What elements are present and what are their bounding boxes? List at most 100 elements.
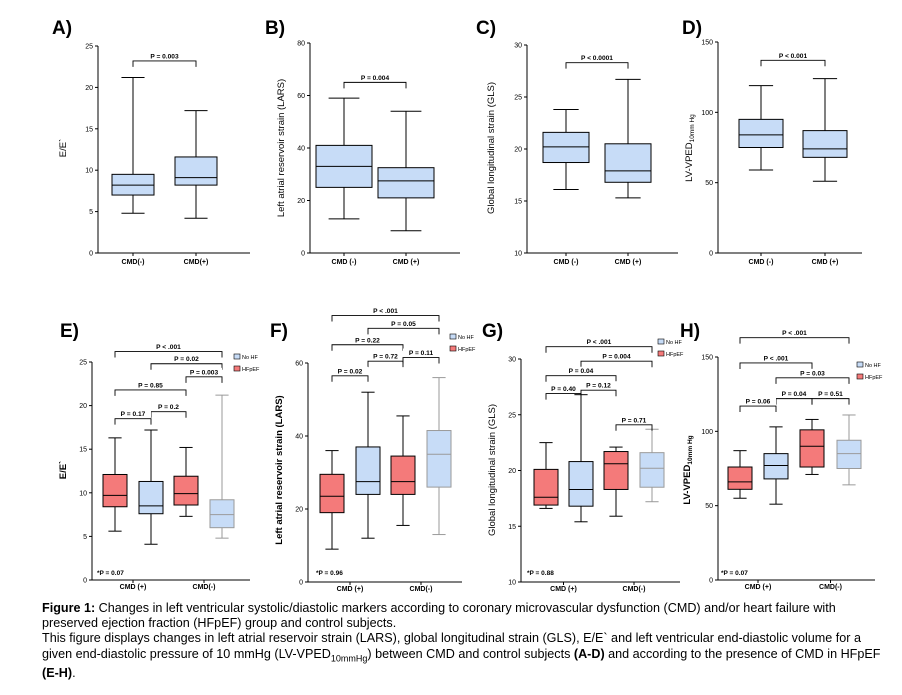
bracket-line [331, 344, 404, 351]
y-axis-label: Global longitudinal strain (GLS) [487, 404, 498, 536]
caption-bold-ad: (A-D) [573, 646, 605, 661]
legend-label-hfpef: HFpEF [458, 347, 476, 353]
bracket-line [331, 315, 440, 322]
x-group-label: CMD (+) [550, 586, 577, 593]
y-axis-label-subscript: 10mm Hg [689, 114, 696, 143]
y-tick-label: 10 [85, 168, 93, 175]
y-tick-label: 25 [79, 360, 87, 367]
y-tick-label: 80 [297, 41, 305, 48]
bracket-line [367, 327, 440, 335]
bracket-label-bg [349, 335, 386, 344]
x-group-label: CMD(-) [410, 586, 433, 593]
bracket-line [132, 60, 197, 67]
box-2 [377, 110, 435, 232]
y-tick-label: 25 [508, 412, 516, 419]
significance-bracket: P = 0.12 [580, 381, 617, 397]
y-tick-label: 50 [705, 503, 713, 510]
significance-bracket: P = 0.17 [114, 409, 152, 425]
p-value-note: *P = 0.88 [527, 570, 554, 577]
bracket-line [580, 360, 653, 368]
bracket-label: P < 0.001 [779, 53, 808, 60]
bracket-label: P = 0.05 [391, 321, 416, 328]
y-tick-label: 0 [83, 578, 87, 585]
bracket-label: P < .001 [373, 308, 398, 315]
y-tick-label: 0 [301, 251, 305, 258]
bracket-label-bg [775, 51, 811, 60]
bracket-label-bg [115, 409, 151, 418]
bracket-label: P < .001 [587, 339, 612, 346]
x-tick-label: CMD(+) [184, 259, 209, 266]
y-tick-label: 15 [514, 199, 522, 206]
box-body [319, 473, 345, 514]
bracket-label: P = 0.004 [602, 354, 631, 361]
bracket-label-bg [616, 415, 652, 424]
significance-bracket: P = 0.003 [132, 51, 197, 67]
panel-e: E) 0 5 10 15 20 25 E/E` CMD (+) CMD(-) P < .001 P =… [58, 321, 260, 591]
panel-h: H) 0 50 100 150 LV-VPED10mm Hg CMD (+) CMD(-) P … [680, 321, 883, 591]
bracket-label-bg [794, 368, 831, 377]
y-tick-label: 20 [297, 198, 305, 205]
bracket-label: P = 0.06 [746, 399, 771, 406]
y-tick-label: 15 [85, 126, 93, 133]
box-body [639, 452, 665, 488]
caption-text-2c: and according to the presence of CMD in … [604, 646, 881, 661]
bracket-label-bg [545, 384, 582, 393]
x-group-label: CMD(-) [819, 584, 842, 591]
bracket-line [739, 337, 850, 344]
legend: No HF HFpEF [657, 338, 684, 358]
bracket-label: P = 0.03 [800, 370, 825, 377]
bracket-line [580, 389, 617, 397]
y-tick-label: 0 [89, 251, 93, 258]
panel-label: C) [476, 18, 496, 39]
box-3 [173, 446, 199, 517]
significance-bracket: P = 0.22 [331, 335, 404, 351]
bracket-label-bg [357, 73, 393, 82]
x-group-label: CMD (+) [745, 584, 772, 591]
significance-bracket: P = 0.72 [367, 352, 404, 368]
box-2 [604, 78, 652, 199]
panel-label: B) [265, 18, 285, 39]
bracket-label-bg [168, 354, 205, 363]
panel-a: A) 0 5 10 15 20 25 E/E` CMD(-) CMD(+) P = 0.003 [52, 18, 250, 266]
bracket-label-bg [367, 352, 404, 361]
legend-label-hfpef: HFpEF [666, 352, 684, 358]
significance-bracket: P < .001 [545, 337, 653, 353]
bracket-label-bg [580, 381, 617, 390]
bracket-label-bg [776, 328, 813, 337]
bracket-line [185, 376, 223, 383]
bracket-label: P = 0.22 [355, 337, 380, 344]
x-group-label: CMD(-) [623, 586, 646, 593]
bracket-label: P = 0.85 [138, 382, 163, 389]
legend-swatch-nohf [233, 353, 241, 360]
box-body [738, 118, 784, 149]
bracket-line [760, 59, 826, 67]
bracket-label-bg [186, 367, 222, 376]
bracket-line [367, 360, 404, 368]
y-tick-label: 10 [79, 490, 87, 497]
bracket-line [343, 81, 407, 89]
y-tick-label: 5 [89, 209, 93, 216]
box-body [138, 480, 164, 515]
legend: No HF HFpEF [856, 361, 883, 381]
y-tick-label: 0 [709, 251, 713, 258]
y-tick-label: 60 [295, 361, 303, 368]
bracket-label-bg [146, 51, 183, 60]
caption-title: Figure 1: [42, 601, 96, 615]
box-body [173, 475, 199, 506]
y-tick-label: 20 [85, 85, 93, 92]
significance-bracket: P = 0.004 [343, 73, 407, 89]
y-tick-label: 20 [79, 403, 87, 410]
bracket-label-bg [385, 319, 422, 328]
legend-swatch-hfpef [657, 350, 665, 357]
box-1 [533, 442, 559, 509]
x-group-label: CMD (+) [337, 586, 364, 593]
box-4 [426, 377, 452, 536]
caption-text-2b: ) between CMD and control subjects [367, 646, 574, 661]
bracket-label-bg [332, 366, 368, 375]
significance-bracket: P < .001 [739, 353, 813, 369]
significance-bracket: P = 0.85 [114, 380, 187, 396]
bracket-label-bg [150, 402, 187, 411]
bracket-label-bg [776, 389, 812, 398]
panel-label: E) [60, 321, 79, 342]
p-value-note: *P = 0.07 [97, 570, 124, 577]
